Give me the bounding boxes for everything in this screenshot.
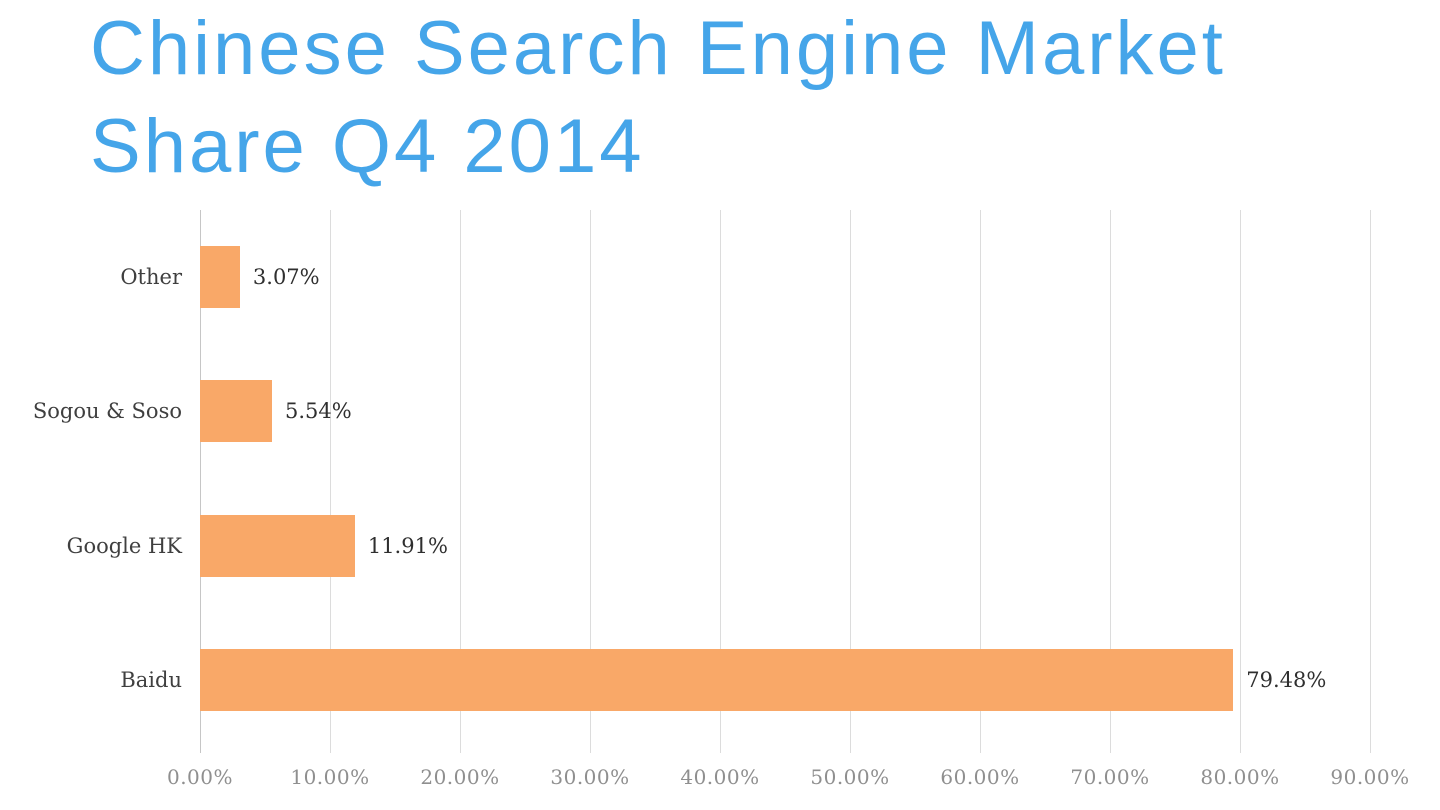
category-label: Sogou & Soso: [32, 399, 182, 424]
chart-title-line2: Share Q4 2014: [90, 104, 645, 189]
gridline: [200, 210, 201, 753]
bar-google-hk: [200, 514, 355, 577]
gridline: [1370, 210, 1371, 753]
bar-row: Baidu 79.48%: [120, 613, 1370, 747]
gridline: [329, 210, 331, 753]
bar-row: Sogou & Soso 5.54%: [33, 344, 1370, 478]
bar-row: Google HK 11.91%: [67, 479, 1370, 613]
bar-sogou-soso: [200, 380, 273, 443]
x-axis-tick-label: 40.00%: [680, 765, 760, 789]
gridline: [850, 210, 851, 753]
data-label: 5.54%: [285, 399, 352, 424]
data-label: 79.48%: [1246, 667, 1327, 692]
gridline: [980, 210, 981, 753]
chart-title: Chinese Search Engine Market Share Q4 20…: [90, 0, 1226, 196]
bar-row: Other 3.07%: [120, 210, 1370, 344]
x-axis-tick-label: 10.00%: [290, 765, 370, 789]
gridline: [1239, 210, 1241, 753]
gridline: [719, 210, 721, 753]
bar-other: [200, 246, 240, 309]
x-axis-tick-label: 20.00%: [420, 765, 500, 789]
x-axis-tick-label: 60.00%: [940, 765, 1020, 789]
x-axis-tick-label: 80.00%: [1200, 765, 1280, 789]
plot-area: 0.00% 10.00% 20.00% 30.00% 40.00% 50.00% 60.00…: [33, 210, 1409, 789]
gridline: [590, 210, 591, 753]
data-label: 3.07%: [252, 265, 320, 290]
x-axis-tick-label: 0.00%: [166, 765, 234, 789]
gridline: [459, 210, 461, 753]
x-axis-tick-label: 70.00%: [1070, 765, 1150, 789]
gridline: [1110, 210, 1111, 753]
x-axis-tick-label: 30.00%: [550, 765, 630, 789]
bar-baidu: [200, 648, 1234, 711]
category-label: Other: [120, 265, 182, 290]
data-label: 11.91%: [367, 533, 448, 558]
x-axis-tick-label: 90.00%: [1330, 765, 1410, 789]
category-label: Google HK: [66, 533, 182, 558]
category-label: Baidu: [120, 667, 182, 692]
chart-title-line1: Chinese Search Engine Market: [90, 6, 1226, 91]
x-axis-tick-label: 50.00%: [810, 765, 890, 789]
